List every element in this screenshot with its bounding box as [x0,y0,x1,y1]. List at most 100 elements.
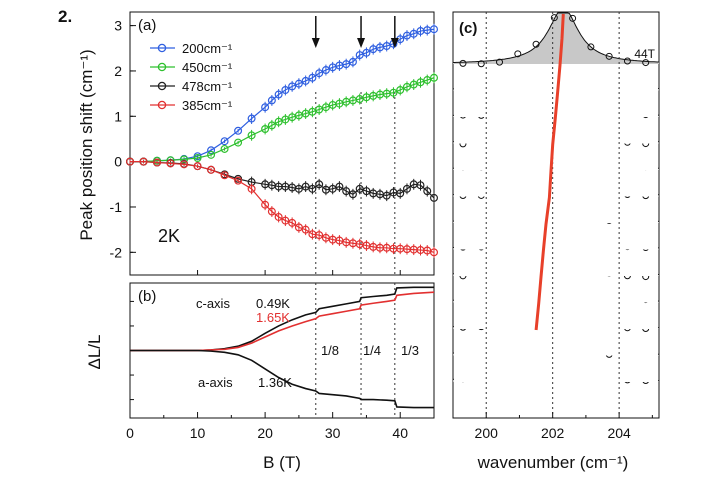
data-point [267,96,276,105]
data-point [362,187,371,196]
series-450cm⁻¹ [125,72,439,166]
data-point [308,73,317,82]
spectrum-mask [454,143,658,170]
data-point [207,150,216,159]
data-point [301,182,310,191]
spectrum-point [550,14,558,22]
field-label: 44T [634,47,655,61]
x-tick-label: 10 [190,425,206,441]
legend-marker [157,100,167,110]
data-point [193,154,202,163]
arrow-head [357,38,366,48]
series-385cm⁻¹ [125,157,439,258]
x-tick-label: 200 [475,425,499,441]
spectrum-mask [454,249,658,276]
data-point [355,184,364,193]
legend-label: 200cm⁻¹ [182,41,233,56]
arrow-head [390,38,399,48]
data-point [125,157,134,166]
data-point [281,115,290,124]
data-point [261,124,270,133]
spectrum-point [587,43,595,51]
data-point [247,131,256,140]
x-tick-label: 204 [607,425,631,441]
data-point [430,248,439,257]
spectrum-point [496,58,504,66]
panel-a-series [125,23,439,258]
panel-c-peak-line [534,13,565,331]
data-point [267,207,276,216]
panel-b-x-axis-label: B (T) [263,453,301,472]
data-point [348,57,357,66]
data-point [274,117,283,126]
data-point [402,82,411,91]
c-axis-temp-black: 0.49K [256,296,290,311]
data-point [315,231,324,240]
panel-b-series [130,286,435,409]
data-point [294,223,303,232]
spectrum-mask [454,276,658,303]
spectrum-mask [454,170,658,197]
data-point [308,184,317,193]
x-tick-label: 20 [257,425,273,441]
data-point [416,78,425,87]
panel-a-frame [129,11,435,276]
data-point [396,189,405,198]
panel-c-label: (c) [459,20,477,37]
data-point [335,182,344,191]
data-point [234,176,243,185]
spectrum-mask [454,196,658,223]
data-point [247,114,256,123]
a-axis-temp: 1.36K [258,375,292,390]
panel-c-spectra: 32T33T34T35T36T37T38T39T40T41T42T43T44T [452,12,660,409]
peak-position-line [534,13,565,331]
legend-marker [157,43,167,53]
data-point [355,51,364,60]
data-point [328,184,337,193]
x-tick-label: 30 [325,425,341,441]
x-tick-label: 0 [126,425,134,441]
arrow-head [311,38,320,48]
data-point [423,76,432,85]
data-point [362,48,371,57]
legend-label: 478cm⁻¹ [182,79,233,94]
data-point [430,73,439,82]
panel-b-y-axis-label: ΔL/L [85,335,104,370]
data-point [220,137,229,146]
data-point [281,85,290,94]
data-point [402,184,411,193]
data-point [389,88,398,97]
x-tick-label: 40 [392,425,408,441]
figure-label: 2. [58,7,72,26]
data-point [321,66,330,75]
data-point [315,105,324,114]
data-point [234,138,243,147]
data-point [308,107,317,116]
data-point [348,190,357,199]
panel-a-y-axis-label: Peak position shift (cm⁻¹) [77,49,96,240]
data-point [288,218,297,227]
panel-a: -2 -1 0 1 2 3 (a) 2K 200cm⁻¹ 450cm⁻¹ 478cm⁻¹ 385… [77,11,439,276]
data-point [315,69,324,78]
data-point [220,171,229,180]
legend-label: 450cm⁻¹ [182,60,233,75]
panel-a-legend: 200cm⁻¹ 450cm⁻¹ 478cm⁻¹ 385cm⁻¹ [150,41,233,113]
legend-label: 385cm⁻¹ [182,98,233,113]
c-axis-temp-red: 1.65K [256,310,290,325]
y-tick-label: 2 [114,63,122,79]
data-point [234,126,243,135]
data-point [315,180,324,189]
data-point [288,82,297,91]
data-point [409,29,418,38]
spectrum-point [477,60,485,68]
y-tick-label: -1 [110,199,123,215]
data-point [423,187,432,196]
panel-a-arrows [311,16,399,48]
c-axis-label: c-axis [196,296,230,311]
data-point [261,200,270,209]
series-c-axis 1.65K [130,291,435,352]
temperature-label: 2K [158,226,180,246]
spectrum-fill [453,13,659,64]
data-point [430,193,439,202]
spectrum-mask [454,302,658,329]
